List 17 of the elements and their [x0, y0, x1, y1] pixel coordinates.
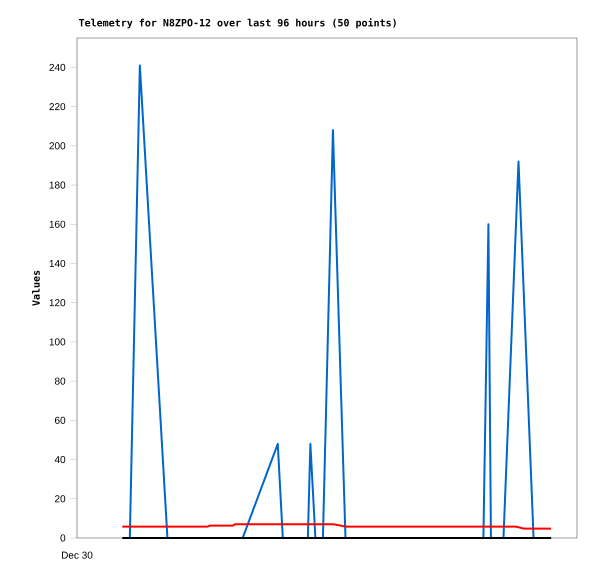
- y-tick-label: 120: [50, 299, 66, 306]
- y-tick-label: 100: [50, 338, 66, 346]
- chart-title: Telemetry for N8ZPO-12 over last 96 hours (50 points): [79, 18, 396, 28]
- y-tick-label: 160: [50, 220, 66, 228]
- text: Dec 30: [62, 552, 92, 559]
- y-tick-label: 180: [50, 182, 66, 189]
- y-tick-label: 60: [55, 416, 66, 424]
- y-tick-label: 0: [60, 534, 66, 542]
- y-tick-label: 240: [49, 64, 66, 71]
- line-series: [128, 64, 535, 539]
- y-tick-label: 80: [54, 378, 66, 385]
- y-tick-label: 200: [49, 142, 66, 150]
- y-axis-title: Values: [32, 270, 40, 306]
- y-tick-label: 40: [54, 456, 66, 464]
- y-tick-label: 220: [49, 103, 66, 110]
- y-tick-label: 140: [50, 260, 66, 268]
- y-tick-label: 20: [55, 495, 66, 502]
